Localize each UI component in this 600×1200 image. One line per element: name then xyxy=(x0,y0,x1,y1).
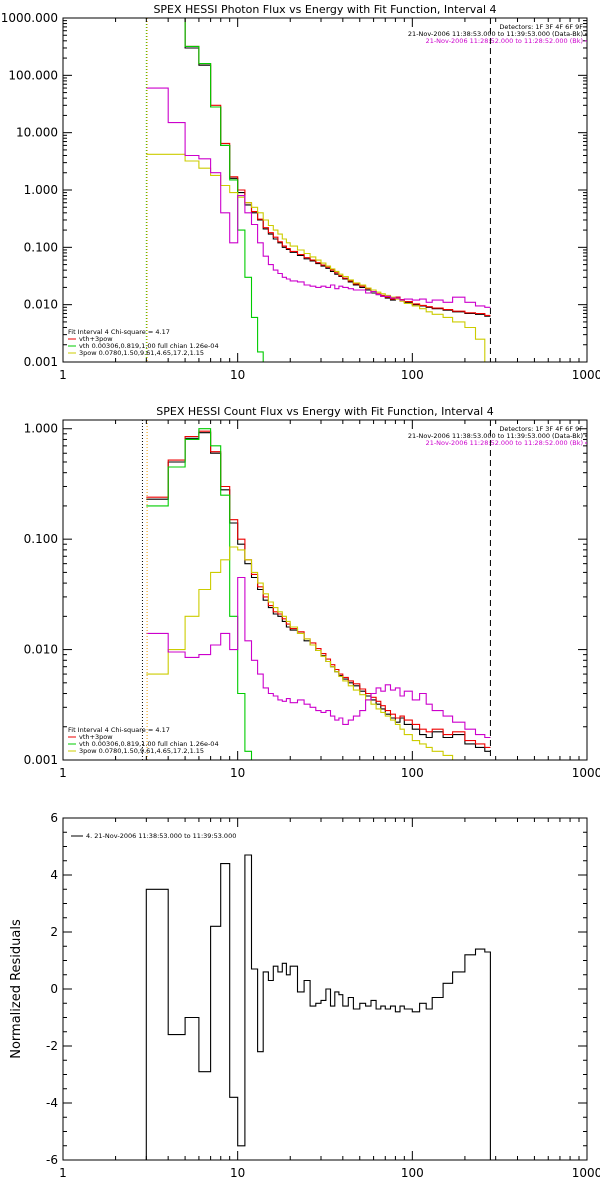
legend-bottom-left-entry: 3pow 0.0780,1.50,9.61,4.65,17.2,1.15 xyxy=(79,349,204,357)
x-tick-label: 1 xyxy=(59,368,67,382)
x-tick-label: 10 xyxy=(230,766,245,780)
legend-bottom-left-entry: vth 0.00306,0.819,1.00 full chian 1.26e-… xyxy=(79,342,219,350)
x-tick-label: 1 xyxy=(59,1166,67,1180)
x-tick-label: 1000 xyxy=(572,368,600,382)
legend-bottom-left-entry: 3pow 0.0780,1.50,9.61,4.65,17.2,1.15 xyxy=(79,747,204,755)
y-tick-label: 100.000 xyxy=(8,68,58,82)
x-tick-label: 100 xyxy=(401,1166,424,1180)
legend-top-right-entry: Detectors: 1F 3F 4F 6F 9F xyxy=(499,425,583,433)
y-tick-label: 0.010 xyxy=(24,298,58,312)
series-line-4 xyxy=(146,153,486,362)
legend-bottom-left-entry: vth+3pow xyxy=(79,335,113,343)
legend-top-right-entry: 21-Nov-2006 11:38:53.000 to 11:39:53.000… xyxy=(408,30,583,38)
y-tick-label: 6 xyxy=(50,811,58,825)
legend-top-left-entry: 4. 21-Nov-2006 11:38:53.000 to 11:39:53.… xyxy=(86,832,236,840)
y-tick-label: -6 xyxy=(46,1153,58,1167)
series-line-3 xyxy=(146,428,253,760)
legend-bottom-left-entry: Fit Interval 4 Chi-square = 4.17 xyxy=(68,726,170,734)
legend-top-right-entry: 21-Nov-2006 11:28:52.000 to 11:28:52.000… xyxy=(426,439,583,447)
y-tick-label: 0.001 xyxy=(24,753,58,767)
x-tick-label: 10 xyxy=(230,1166,245,1180)
y-tick-label: -2 xyxy=(46,1039,58,1053)
series-line-3 xyxy=(146,18,264,362)
series-line-5 xyxy=(146,87,491,308)
series-line-4 xyxy=(146,546,466,760)
series-line-5 xyxy=(146,576,491,739)
legend-top-right-entry: Detectors: 1F 3F 4F 6F 9F xyxy=(499,23,583,31)
series-group xyxy=(146,18,491,362)
legend-bottom-left-entry: vth 0.00306,0.819,1.00 full chian 1.26e-… xyxy=(79,740,219,748)
y-tick-label: 0.010 xyxy=(24,643,58,657)
y-tick-label: 1000.000 xyxy=(1,11,58,25)
series-group xyxy=(145,854,491,1160)
x-tick-label: 100 xyxy=(401,368,424,382)
y-tick-label: 0.001 xyxy=(24,355,58,369)
plot-frame xyxy=(62,419,588,761)
y-tick-label: 0 xyxy=(50,982,58,996)
chart-title: SPEX HESSI Count Flux vs Energy with Fit… xyxy=(156,405,493,418)
series-group xyxy=(146,428,491,760)
y-tick-label: -4 xyxy=(46,1096,58,1110)
y-tick-label: 10.000 xyxy=(16,126,58,140)
y-tick-label: 2 xyxy=(50,925,58,939)
x-tick-label: 1000 xyxy=(572,766,600,780)
legend-bottom-left-entry: Fit Interval 4 Chi-square = 4.17 xyxy=(68,328,170,336)
legend-bottom-left-entry: vth+3pow xyxy=(79,733,113,741)
x-tick-label: 1000 xyxy=(572,1166,600,1180)
chart-title: SPEX HESSI Photon Flux vs Energy with Fi… xyxy=(153,3,496,16)
y-tick-label: 0.100 xyxy=(24,240,58,254)
legend-top-right-entry: 21-Nov-2006 11:38:53.000 to 11:39:53.000… xyxy=(408,432,583,440)
chart-2: SPEX HESSI Count Flux vs Energy with Fit… xyxy=(24,405,600,780)
y-tick-label: 0.100 xyxy=(24,532,58,546)
x-tick-label: 100 xyxy=(401,766,424,780)
chart-3: 1 10 100 1000 -6 -4 -2 0 2 4 6 Normalized Residuals… xyxy=(9,811,600,1180)
y-axis-label: Normalized Residuals xyxy=(9,919,24,1059)
y-tick-label: 1.000 xyxy=(24,183,58,197)
x-tick-label: 10 xyxy=(230,368,245,382)
y-tick-label: 1.000 xyxy=(24,422,58,436)
chart-1: SPEX HESSI Photon Flux vs Energy with Fi… xyxy=(1,3,600,382)
x-tick-label: 1 xyxy=(59,766,67,780)
legend-top-right-entry: 21-Nov-2006 11:28:52.000 to 11:28:52.000… xyxy=(426,37,583,45)
y-tick-label: 4 xyxy=(50,868,58,882)
series-line-1 xyxy=(145,854,491,1160)
